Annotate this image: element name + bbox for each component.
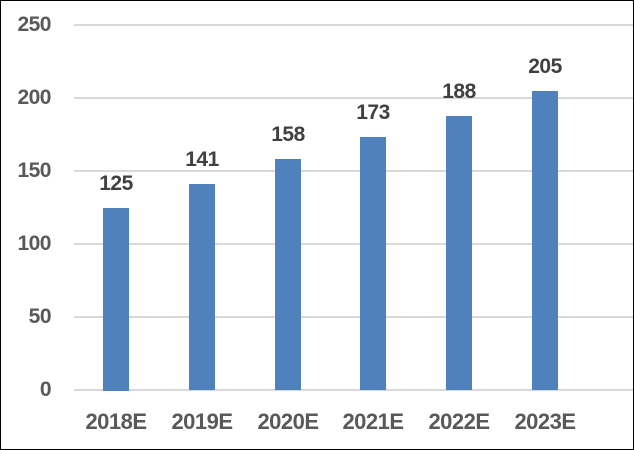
y-axis-tick-label: 200 [17,86,51,109]
bar-2019E [189,184,215,390]
y-axis-tick-label: 150 [17,159,51,182]
x-axis-category-label: 2020E [257,409,319,434]
x-axis-category-label: 2021E [342,409,404,434]
y-axis-tick-label: 100 [17,232,51,255]
bar-2023E [532,91,558,390]
gridline [74,170,633,172]
bar-value-label: 141 [185,148,219,171]
y-axis-tick-label: 0 [39,378,52,401]
gridline [74,24,633,26]
bar-value-label: 188 [442,80,476,103]
x-axis-category-label: 2022E [428,409,490,434]
gridline [74,243,633,245]
gridline [74,97,633,99]
bar-2021E [360,137,386,390]
x-axis-category-label: 2019E [171,409,233,434]
bar-value-label: 205 [528,55,562,78]
gridline [74,316,633,318]
bar-value-label: 173 [356,101,390,124]
y-axis-tick-label: 50 [28,305,52,328]
x-axis-category-label: 2018E [85,409,147,434]
bar-value-label: 158 [271,123,305,146]
bar-2020E [275,159,301,390]
y-axis-tick-label: 250 [17,13,51,36]
bar-2022E [446,116,472,390]
bar-value-label: 125 [99,172,133,195]
x-axis-line [74,389,633,391]
x-axis-category-label: 2023E [514,409,576,434]
bar-2018E [103,208,129,391]
